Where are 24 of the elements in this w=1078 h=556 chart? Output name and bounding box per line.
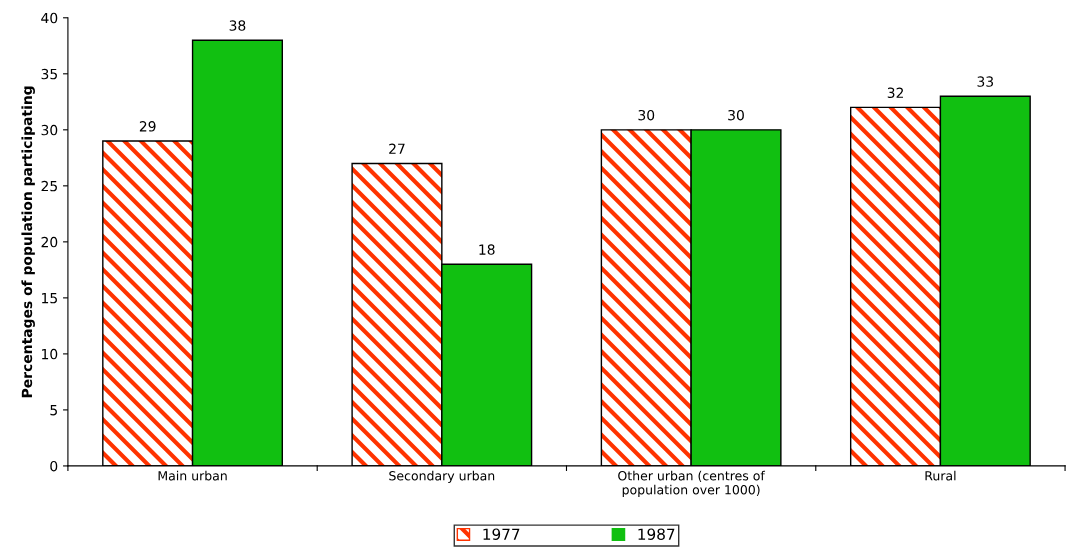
data-label: 29 xyxy=(139,121,156,132)
y-tick-label: 40 xyxy=(41,12,58,24)
data-label: 38 xyxy=(229,20,246,31)
y-tick-label: 30 xyxy=(41,124,58,136)
y-tick-label: 35 xyxy=(41,68,57,80)
data-label: 32 xyxy=(887,87,903,99)
y-tick-label: 0 xyxy=(50,460,58,472)
y-tick-label: 15 xyxy=(42,293,57,304)
legend-label: 1977 xyxy=(483,528,520,540)
data-label: 27 xyxy=(389,143,405,154)
x-tick-label: Main urban xyxy=(158,470,227,481)
y-tick-label: 20 xyxy=(41,236,58,248)
y-tick-label: 10 xyxy=(42,348,58,360)
x-tick-label: Other urban (centres of population over 1000) xyxy=(618,470,766,497)
y-tick-label: 5 xyxy=(50,405,57,416)
y-axis-title: Percentages of population participating xyxy=(21,86,35,398)
data-label: 33 xyxy=(977,76,994,87)
x-tick-label: Secondary urban xyxy=(389,470,495,483)
y-tick-label: 25 xyxy=(41,180,57,192)
data-label: 18 xyxy=(479,244,495,255)
x-tick-label: Rural xyxy=(925,470,956,481)
data-label: 30 xyxy=(638,109,655,121)
legend-label: 1987 xyxy=(638,528,675,540)
data-label: 30 xyxy=(728,109,744,121)
